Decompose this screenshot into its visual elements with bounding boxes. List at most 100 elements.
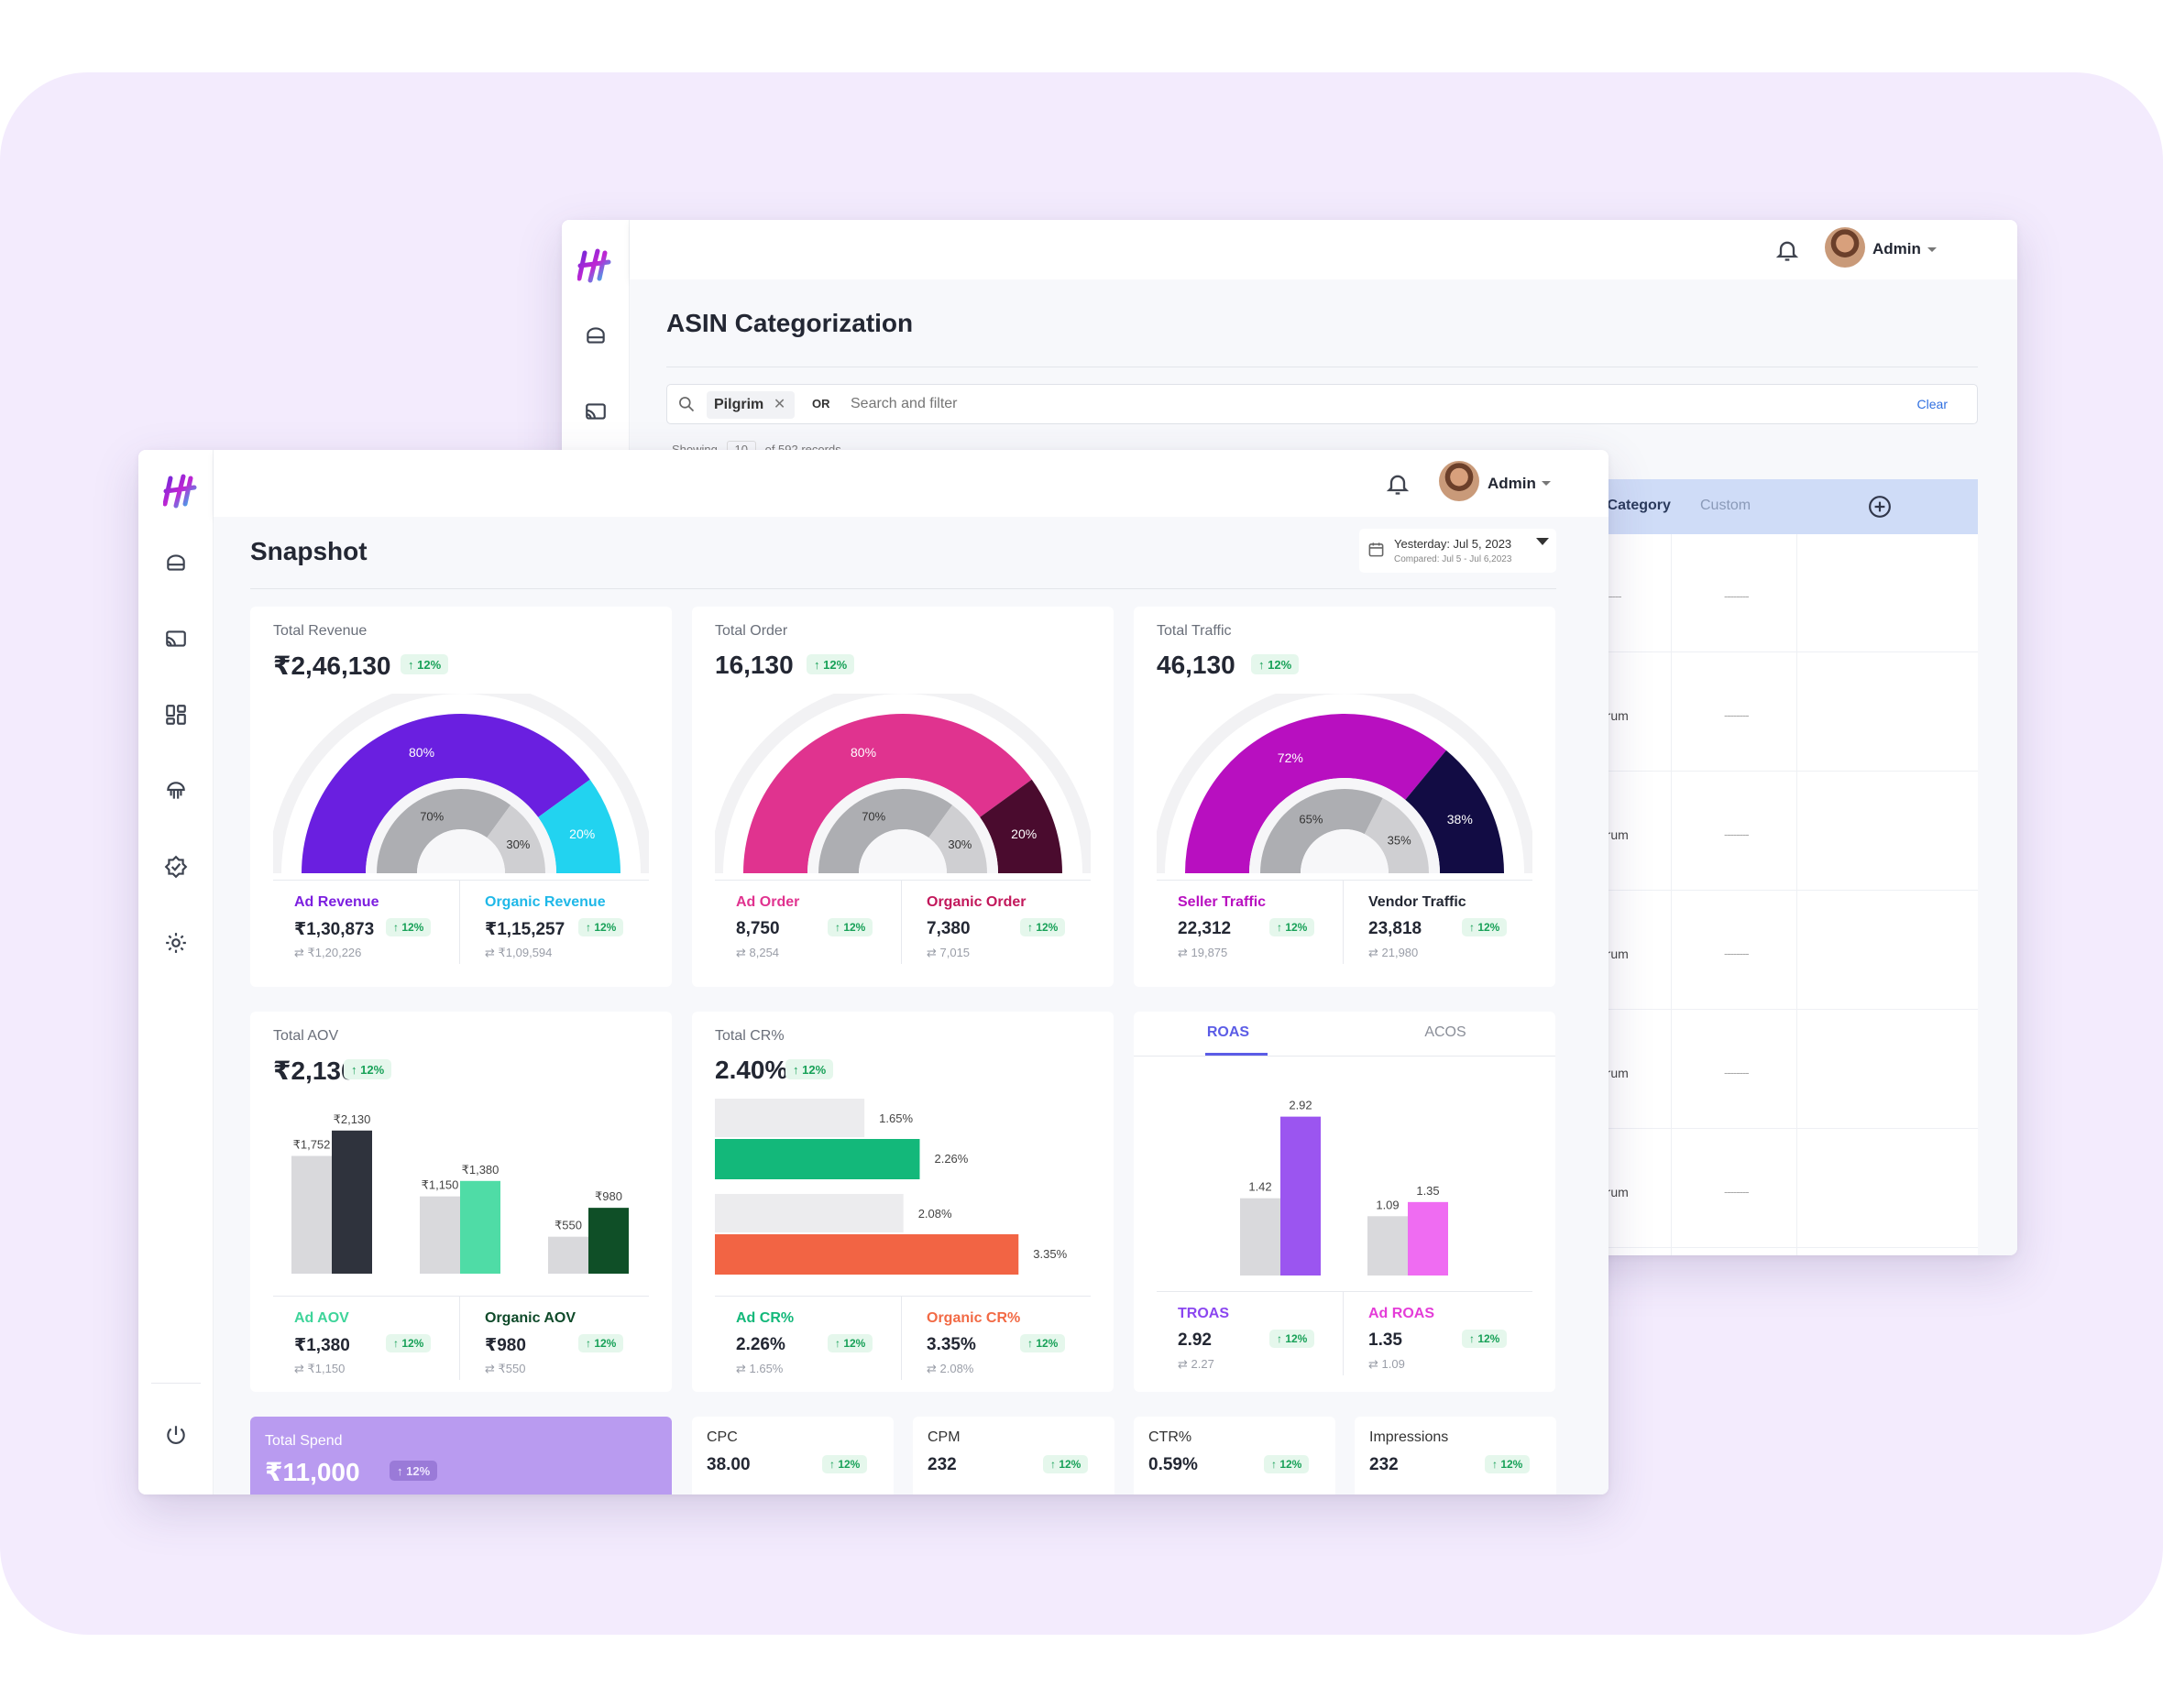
dashboard-icon[interactable] [138,695,213,734]
home-icon[interactable] [138,543,213,582]
footer-divider [459,1296,460,1380]
table-cell-custom: -------- [1724,947,1750,960]
gauge-gap [807,778,998,873]
row-divider [1546,651,1978,652]
card-label: Total AOV [273,1028,339,1044]
cast-icon[interactable] [562,392,629,431]
sidebar [138,450,214,1494]
change-badge: ↑ 12% [807,654,855,674]
tab-divider [1134,1056,1555,1057]
metric-card-impressions: Impressions 232 ↑ 12% [1355,1417,1556,1494]
split-label: Ad ROAS [1368,1306,1434,1321]
split-compare: ⇄ 19,875 [1178,946,1228,959]
roas-bar-previous [1367,1216,1408,1276]
gauge-outer-label: 20% [569,827,595,841]
filter-chip[interactable]: Pilgrim ✕ [707,391,796,419]
cr-bar-label: 3.35% [1033,1247,1067,1261]
notification-bell-icon[interactable] [1774,236,1800,268]
date-dropdown-caret-icon[interactable] [1536,538,1549,545]
change-badge: ↑ 12% [785,1059,834,1079]
gauge-inner-segment [928,805,987,873]
change-badge: ↑ 12% [1251,654,1300,674]
aov-bar-current [332,1130,372,1274]
date-range-picker[interactable]: Yesterday: Jul 5, 2023 Compared: Jul 5 -… [1359,529,1556,573]
split-label: Organic AOV [485,1310,576,1326]
split-value: 2.26% [736,1335,785,1354]
gauge-outer-segment [743,714,1032,873]
split-value: 8,750 [736,919,780,938]
user-menu-chevron-down-icon[interactable] [1542,481,1551,486]
search-filter-bar[interactable]: Pilgrim ✕ OR Clear [666,384,1978,424]
card-label: Total CR% [715,1028,785,1044]
notification-bell-icon[interactable] [1385,470,1411,502]
power-logout-icon[interactable] [138,1416,213,1454]
footer-divider [901,880,902,964]
change-badge: ↑ 12% [828,918,873,936]
card-label: CPC [707,1429,738,1445]
user-menu-chevron-down-icon[interactable] [1927,247,1937,252]
gauge-outer-segment [980,779,1062,873]
gauge-inner-label: 65% [1299,812,1323,826]
metric-card-ctr: CTR% 0.59% ↑ 12% [1134,1417,1335,1494]
split-value: ₹980 [485,1336,526,1355]
table-cell-custom: -------- [1724,589,1750,603]
asin-table: Sub-Category Custom ----------------Hair… [1546,479,1978,1255]
column-custom[interactable]: Custom [1700,498,1751,513]
split-compare: ⇄ ₹1,09,594 [485,946,553,959]
change-badge: ↑ 12% [1264,1455,1310,1473]
split-label: Ad Revenue [294,894,379,910]
split-compare: ⇄ ₹1,150 [294,1362,346,1375]
gauge-center [859,829,947,873]
metric-card-cpc: CPC 38.00 ↑ 12% [692,1417,894,1494]
change-badge: ↑ 12% [386,918,432,936]
cast-icon[interactable] [138,619,213,658]
split-compare: ⇄ 2.27 [1178,1357,1214,1371]
table-header [1546,479,1978,534]
metric-card-cpm: CPM 232 ↑ 12% [913,1417,1114,1494]
split-value: ₹1,380 [294,1336,350,1355]
settings-gear-icon[interactable] [138,924,213,962]
gauge-inner-label: 35% [1388,833,1411,847]
gauge-gap [366,778,556,873]
aov-bar-previous [291,1155,332,1274]
user-name[interactable]: Admin [1488,475,1536,492]
split-compare: ⇄ ₹1,20,226 [294,946,362,959]
top-bar: Admin [630,220,2017,279]
cr-bar-label: 1.65% [879,1111,913,1125]
split-label: TROAS [1178,1306,1229,1321]
table-cell-custom: -------- [1724,1185,1750,1199]
cr-bar-label: 2.08% [918,1207,952,1221]
change-badge: ↑ 12% [344,1059,392,1079]
gauge-inner-segment [487,805,545,873]
card-label: CPM [928,1429,961,1445]
gauge-outer-label: 38% [1447,812,1473,827]
jellyfish-icon[interactable] [138,772,213,810]
split-label: Ad Order [736,894,800,910]
add-column-plus-icon[interactable] [1868,495,1892,519]
change-badge: ↑ 12% [1462,918,1508,936]
chip-close-icon[interactable]: ✕ [773,397,786,412]
avatar[interactable] [1825,227,1865,268]
aov-bar-label: ₹2,130 [334,1112,371,1126]
tab-acos[interactable]: ACOS [1424,1024,1466,1040]
home-icon[interactable] [562,316,629,355]
gauge-chart: 80% 20% 70% 30% [715,694,1091,873]
card-value: 2.40% [715,1056,788,1084]
split-value: ₹1,15,257 [485,920,565,939]
roas-bar-label: 1.42 [1248,1180,1271,1194]
split-compare: ⇄ ₹550 [485,1362,526,1375]
aov-bar-previous [548,1236,588,1274]
search-input[interactable] [851,390,1400,418]
tab-roas[interactable]: ROAS [1206,1024,1250,1040]
change-badge: ↑ 12% [1269,1330,1315,1348]
aov-card: Total AOV ₹2,130 ↑ 12% ₹1,752 ₹2,130 ₹1,150 ₹1… [250,1012,672,1392]
gauge-inner-label: 30% [948,838,972,851]
verified-badge-icon[interactable] [138,848,213,886]
brand-logo-icon [163,474,197,509]
change-badge: ↑ 12% [1020,1334,1066,1352]
traffic-card: Total Traffic 46,130 ↑ 12% 72% 38% 65% 35% Sell… [1134,607,1555,987]
user-name[interactable]: Admin [1872,240,1921,257]
split-value: 23,818 [1368,919,1422,938]
clear-button[interactable]: Clear [1916,397,1948,411]
avatar[interactable] [1439,461,1479,501]
